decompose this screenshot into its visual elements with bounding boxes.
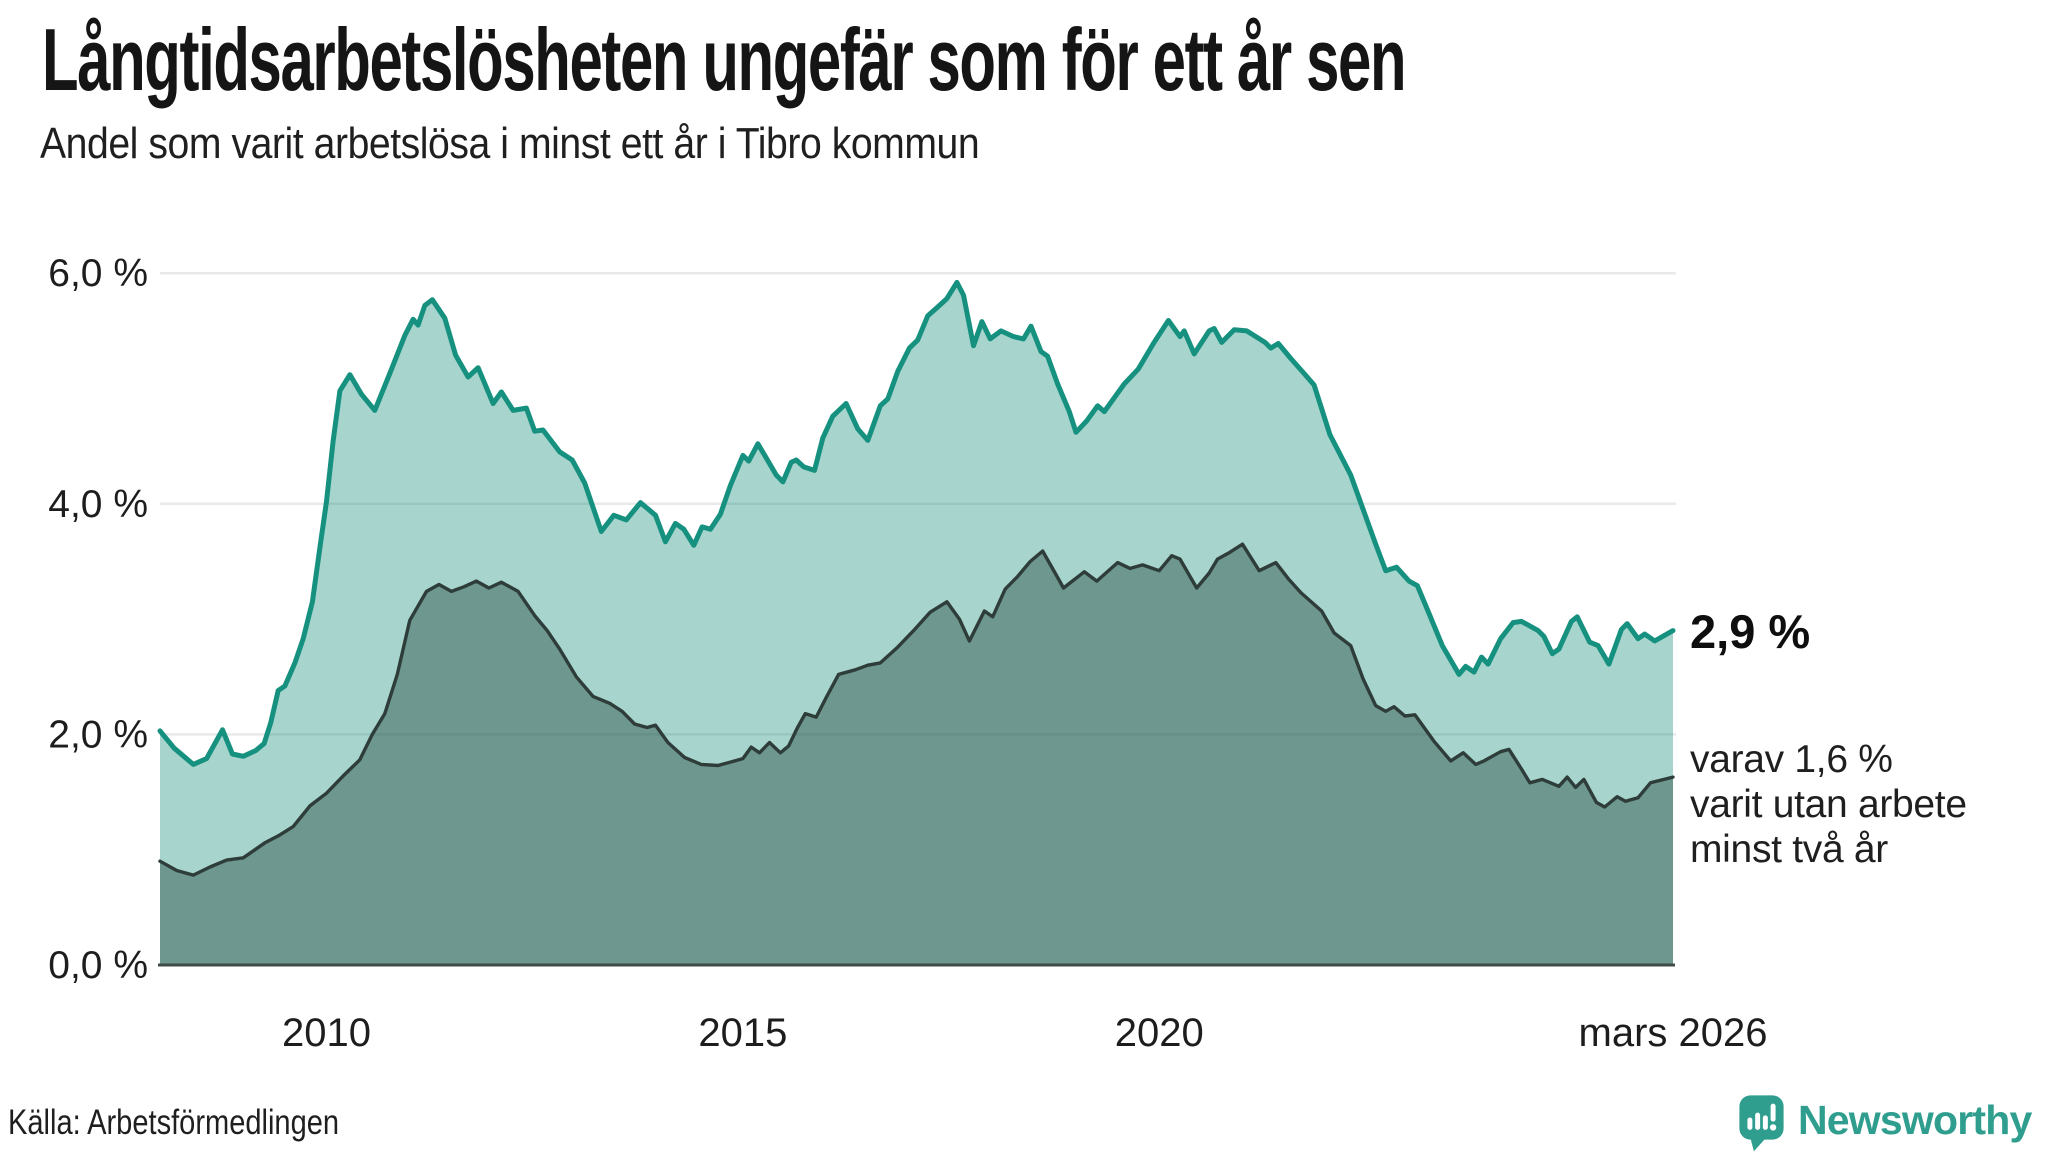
series-line-one-year (157, 279, 1676, 767)
newsworthy-logo-icon (1739, 1095, 1784, 1152)
newsworthy-brand-link[interactable]: Newsworthy (1738, 1094, 2032, 1152)
newsworthy-logo-text: Newsworthy (1798, 1097, 2032, 1143)
y-tick-label: 2,0 % (48, 713, 148, 756)
annotation-line: minst två år (1690, 828, 1888, 871)
x-tick-label: mars 2026 (1579, 1011, 1768, 1055)
x-tick-label: 2015 (698, 1011, 787, 1055)
x-tick-label: 2020 (1115, 1011, 1204, 1055)
source-credit: Källa: Arbetsförmedlingen (8, 1103, 340, 1142)
y-tick-label: 4,0 % (48, 483, 148, 526)
area-fill-one-year (160, 282, 1673, 965)
annotation-line: varav 1,6 % (1690, 738, 1893, 781)
annotation-line: varit utan arbete (1690, 783, 1967, 826)
page-subtitle: Andel som varit arbetslösa i minst ett å… (40, 119, 980, 168)
series-line-two-years (158, 542, 1675, 877)
secondary-annotation: varav 1,6 % varit utan arbete minst två … (1690, 737, 1967, 872)
area-fill-two-years (160, 544, 1673, 965)
y-tick-label: 6,0 % (48, 252, 148, 295)
x-tick-label: 2010 (282, 1011, 371, 1055)
y-tick-label: 0,0 % (48, 944, 148, 987)
page-title: Långtidsarbetslösheten ungefär som för e… (42, 10, 1407, 109)
latest-value-label: 2,9 % (1690, 605, 1811, 658)
